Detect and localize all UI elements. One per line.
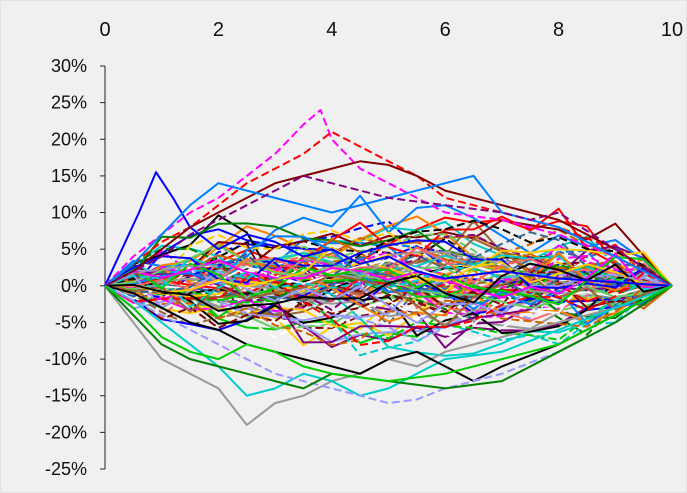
simulated-path xyxy=(104,272,673,346)
axes-group xyxy=(100,65,106,470)
simulated-path xyxy=(104,284,673,397)
x-tick-label: 8 xyxy=(553,19,564,41)
series-group xyxy=(104,109,673,426)
x-tick-label: 0 xyxy=(99,19,110,41)
y-tick-label: -20% xyxy=(45,422,87,442)
y-tick-label: 30% xyxy=(51,56,87,76)
simulated-path xyxy=(104,160,673,287)
simulated-path xyxy=(104,262,673,312)
y-tick-label: 20% xyxy=(51,129,87,149)
y-tick-label: 5% xyxy=(61,239,87,259)
simulated-path xyxy=(104,231,673,294)
simulated-path xyxy=(104,246,673,294)
y-tick-label: 15% xyxy=(51,166,87,186)
simulated-path xyxy=(104,235,673,325)
simulated-path xyxy=(104,237,673,301)
simulated-path xyxy=(104,174,673,287)
x-tick-label: 4 xyxy=(326,19,337,41)
x-tick-labels: 0 2 4 6 8 10 xyxy=(99,19,683,41)
y-tick-label: -10% xyxy=(45,349,87,369)
simulated-path xyxy=(104,250,673,299)
simulated-path xyxy=(104,284,673,347)
x-tick-label: 2 xyxy=(213,19,224,41)
simulated-path xyxy=(104,284,673,426)
simulated-path xyxy=(104,171,673,287)
simulated-path xyxy=(104,220,673,287)
y-tick-label: -25% xyxy=(45,459,87,479)
simulated-path xyxy=(104,109,673,287)
x-tick-label: 6 xyxy=(440,19,451,41)
y-tick-label: -5% xyxy=(55,312,87,332)
simulated-path xyxy=(104,229,673,287)
simulated-path xyxy=(104,284,673,383)
simulated-path xyxy=(104,284,673,390)
simulated-path xyxy=(104,284,673,405)
simulated-path xyxy=(104,284,673,383)
y-tick-label: 25% xyxy=(51,93,87,113)
y-tick-label: 10% xyxy=(51,203,87,223)
y-tick-labels: 30% 25% 20% 15% 10% 5% 0% -5% -10% -15% -20% -25% xyxy=(45,56,87,479)
x-tick-label: 10 xyxy=(661,19,683,41)
y-tick-label: -15% xyxy=(45,386,87,406)
simulated-path xyxy=(104,219,673,295)
y-tick-label: 0% xyxy=(61,276,87,296)
